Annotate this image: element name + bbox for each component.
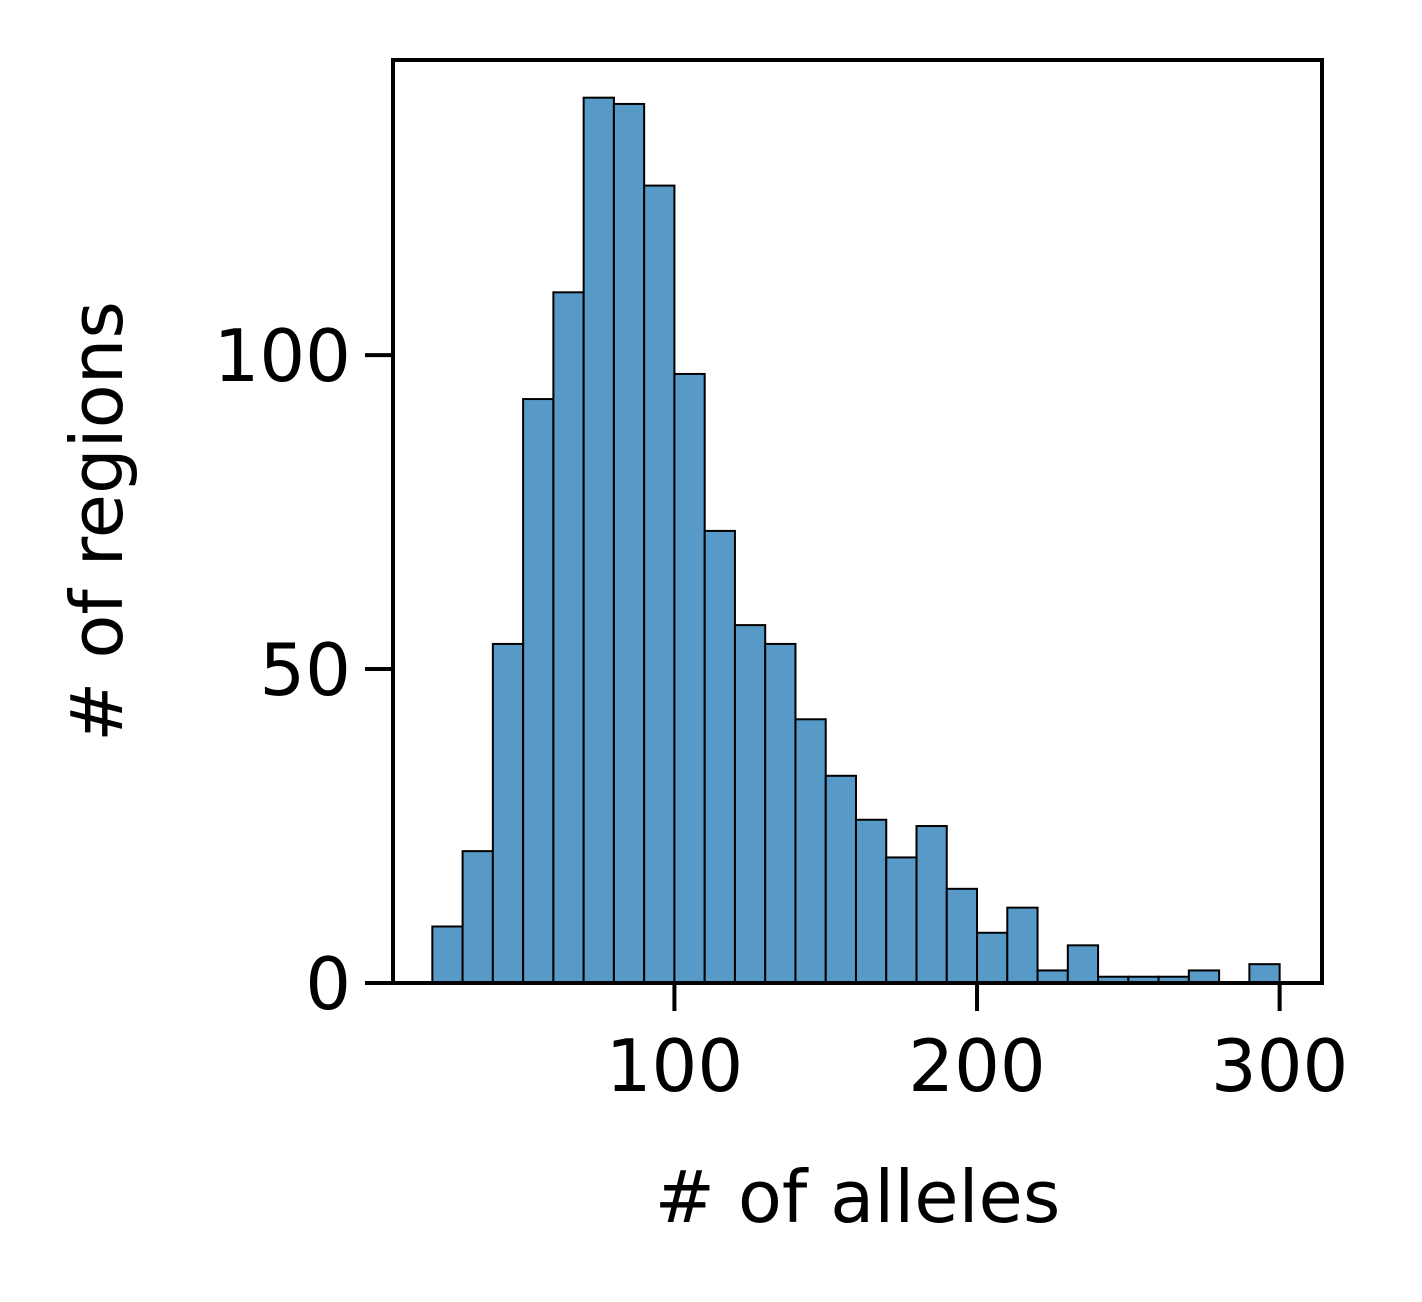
histogram-bar [915, 825, 948, 985]
x-tick-label: 100 [606, 1024, 743, 1108]
y-tick-label: 50 [259, 628, 351, 712]
x-tick-label: 300 [1211, 1024, 1348, 1108]
histogram-bar [461, 850, 494, 985]
histogram-bar [945, 887, 979, 985]
y-tick-label: 0 [305, 942, 351, 1026]
histogram-bar [1248, 963, 1281, 985]
histogram-bar [522, 398, 555, 984]
histogram-bar [1066, 944, 1100, 985]
plot-frame [391, 58, 1324, 985]
histogram-bar [491, 642, 525, 984]
histogram-bar [733, 624, 767, 984]
histogram-bar [854, 818, 888, 984]
histogram-bar [582, 96, 615, 985]
histogram-bar [824, 774, 857, 984]
histogram-bar [673, 372, 706, 985]
bars-layer [431, 96, 1281, 985]
y-axis-label: # of regions [55, 301, 139, 742]
x-axis-label: # of alleles [655, 1155, 1061, 1239]
histogram-bar [703, 529, 736, 985]
ticks-layer: 100 200 300 0 50 100 [214, 314, 1349, 1108]
histogram-bar [431, 925, 464, 985]
histogram-bar [1006, 906, 1039, 985]
histogram-bar [764, 642, 797, 984]
histogram-bar [612, 102, 646, 984]
histogram-bar [552, 291, 585, 985]
y-tick-label: 100 [214, 314, 351, 398]
histogram-bar [976, 931, 1009, 985]
x-tick-label: 200 [908, 1024, 1045, 1108]
histogram-bar [885, 856, 918, 984]
histogram-bar [643, 184, 676, 984]
histogram-bar [794, 718, 827, 984]
